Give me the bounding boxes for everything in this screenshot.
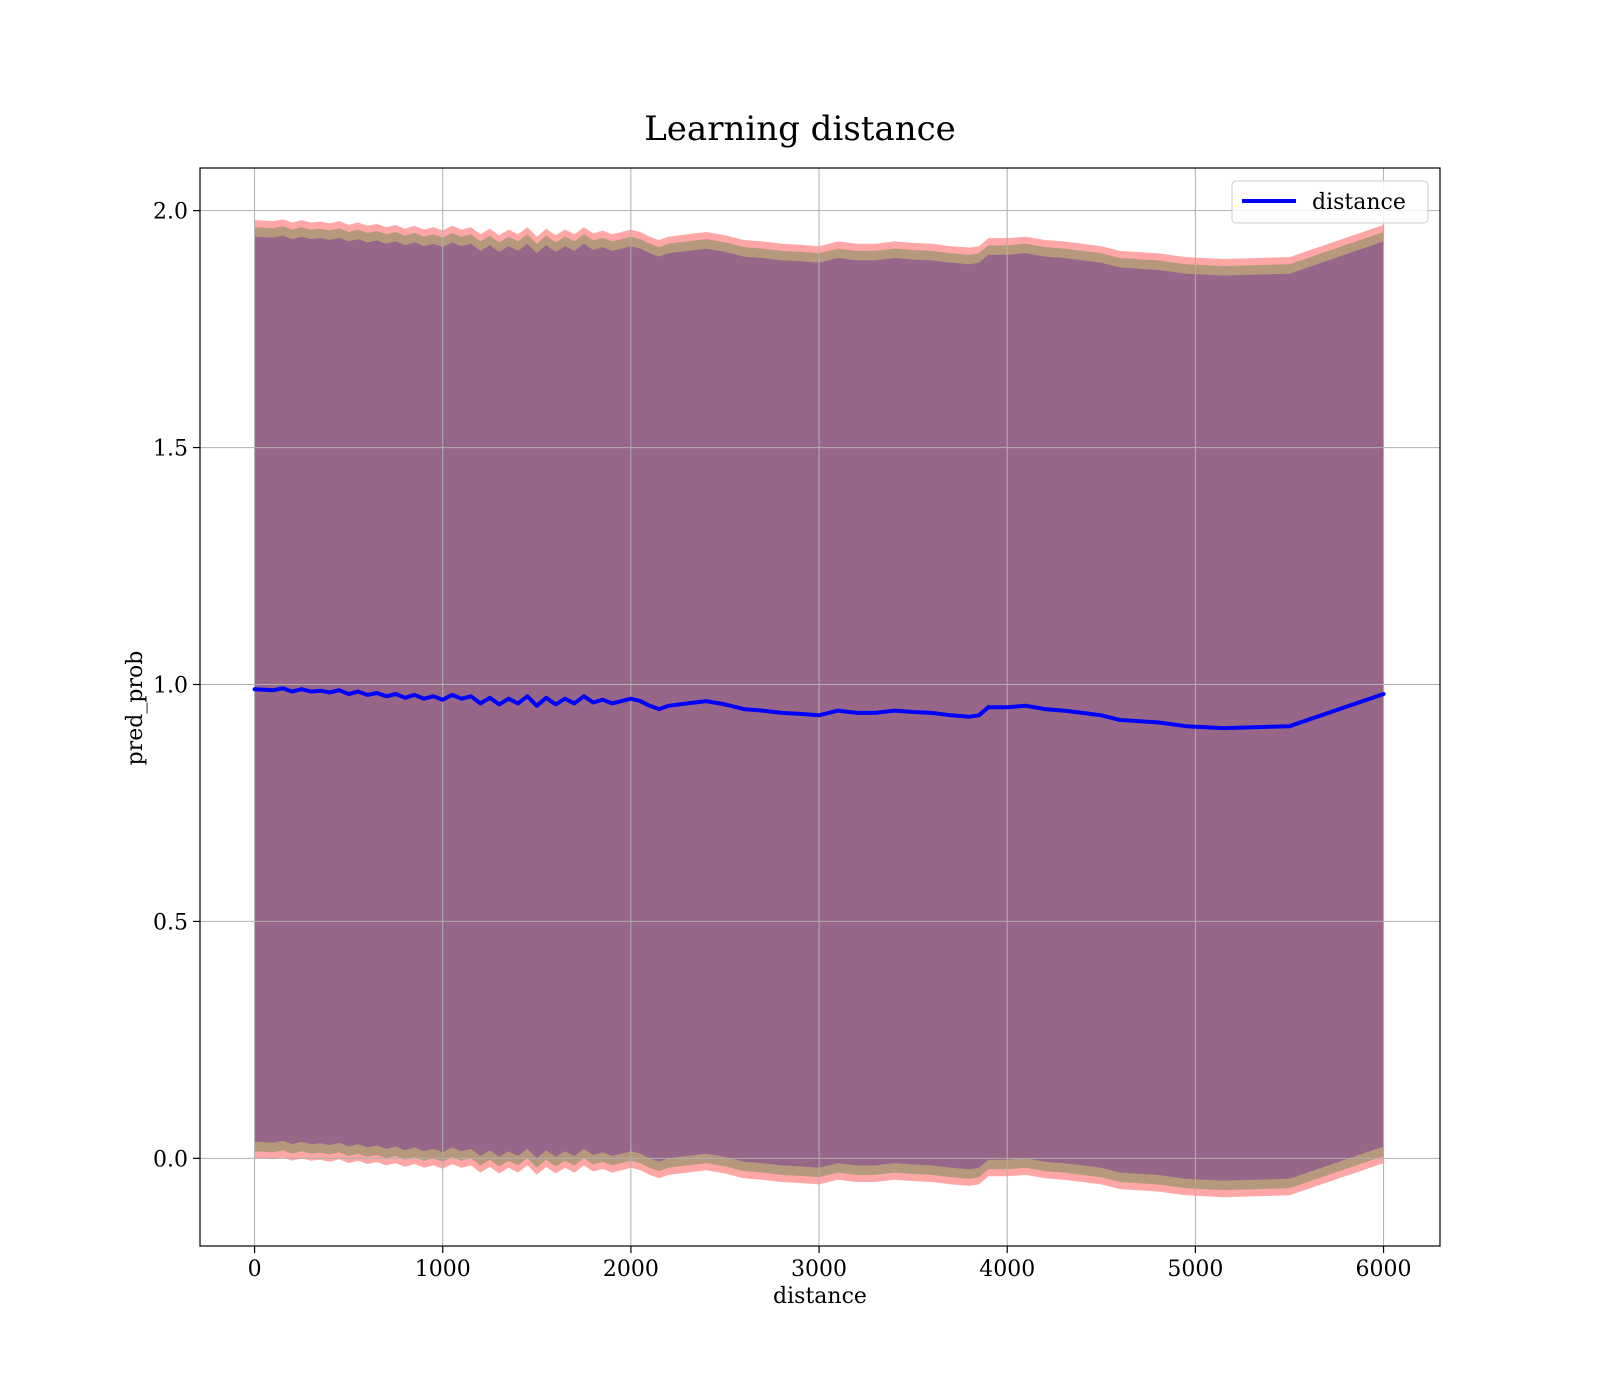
y-axis-ticks: 0.0 0.5 1.0 1.5 2.0 <box>153 200 200 1172</box>
legend: distance <box>1231 180 1429 224</box>
plot-area-background <box>200 168 1440 1246</box>
y-tick-label: 1.0 <box>153 673 188 698</box>
x-tick-label: 0 <box>248 1257 262 1282</box>
y-tick-label: 1.5 <box>153 437 188 462</box>
plot-area-frame <box>199 167 1441 1247</box>
y-tick-label: 2.0 <box>153 200 188 225</box>
legend-entry-label: distance <box>1312 190 1406 215</box>
x-axis-label: distance <box>773 1284 867 1309</box>
x-tick-label: 4000 <box>979 1257 1035 1282</box>
y-tick-label: 0.0 <box>153 1147 188 1172</box>
x-tick-label: 2000 <box>603 1257 659 1282</box>
x-tick-label: 5000 <box>1167 1257 1223 1282</box>
series-lines <box>252 686 1386 731</box>
y-tick-label: 0.5 <box>153 910 188 935</box>
x-tick-label: 3000 <box>791 1257 847 1282</box>
x-tick-label: 6000 <box>1356 1257 1412 1282</box>
y-axis-label: pred_prob <box>123 651 148 766</box>
x-tick-label: 1000 <box>415 1257 471 1282</box>
series-line-distance <box>252 686 1386 731</box>
legend-box <box>1231 180 1429 224</box>
x-axis-ticks: 0 1000 2000 3000 4000 5000 6000 <box>248 1246 1412 1282</box>
chart-title: Learning distance <box>644 109 956 149</box>
